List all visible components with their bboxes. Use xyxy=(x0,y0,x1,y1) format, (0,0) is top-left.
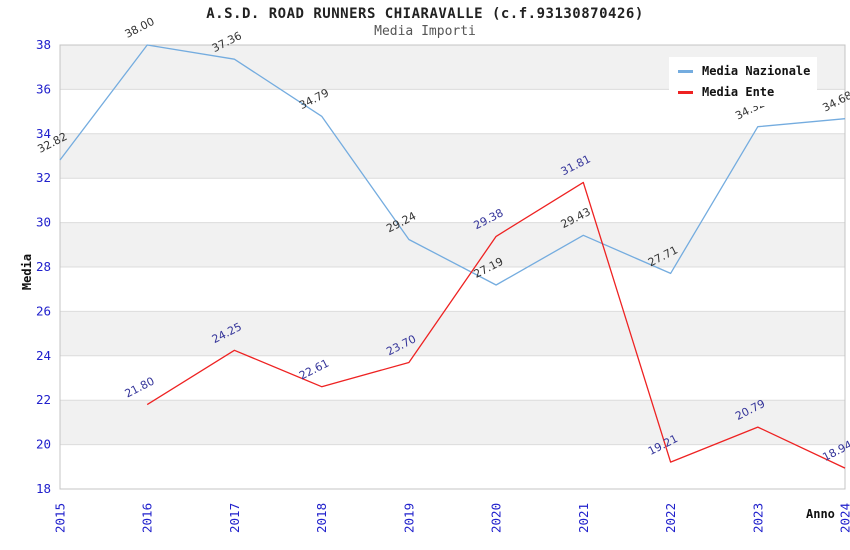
legend-label-media-nazionale: Media Nazionale xyxy=(702,64,811,78)
legend-item-media-nazionale: Media Nazionale xyxy=(678,64,811,78)
x-tick-label: 2019 xyxy=(401,503,416,533)
plot-band xyxy=(60,400,845,445)
plot-band xyxy=(60,222,845,267)
x-tick-label: 2018 xyxy=(314,503,329,533)
y-tick-label: 18 xyxy=(36,481,51,496)
y-tick-label: 36 xyxy=(36,81,51,96)
media-ente-line-swatch xyxy=(678,90,693,94)
plot-band xyxy=(60,133,845,179)
legend: Media Nazionale Media Ente xyxy=(669,57,817,106)
x-tick-label: 2016 xyxy=(140,503,155,533)
media-ente-line xyxy=(146,181,846,469)
y-tick-label: 20 xyxy=(36,437,51,452)
media-nazionale-line xyxy=(59,44,846,286)
x-axis-title: Anno xyxy=(806,507,835,521)
plot-border xyxy=(59,44,846,490)
chart-title: A.S.D. ROAD RUNNERS CHIARAVALLE (c.f.931… xyxy=(206,6,644,22)
x-tick-label: 2021 xyxy=(576,503,591,533)
x-tick-label: 2020 xyxy=(489,503,504,533)
plot-band xyxy=(60,355,845,401)
plot-band xyxy=(60,178,845,223)
y-tick-label: 30 xyxy=(36,215,51,230)
y-tick-label: 32 xyxy=(36,170,51,185)
legend-label-media-ente: Media Ente xyxy=(702,85,775,99)
y-axis-title: Media xyxy=(20,253,34,291)
x-tick-label: 2022 xyxy=(663,503,678,533)
x-tick-label: 2024 xyxy=(838,503,850,533)
x-tick-label: 2015 xyxy=(53,503,68,533)
y-tick-label: 22 xyxy=(36,392,51,407)
y-tick-label: 28 xyxy=(36,259,51,274)
plot-band xyxy=(60,267,845,312)
chart-subtitle: Media Importi xyxy=(374,24,476,39)
legend-item-media-ente: Media Ente xyxy=(678,85,809,99)
x-tick-label: 2017 xyxy=(227,503,242,533)
media-nazionale-line-swatch xyxy=(678,69,693,73)
y-tick-label: 38 xyxy=(36,37,51,52)
plot-band xyxy=(60,444,845,489)
x-tick-label: 2023 xyxy=(750,503,765,533)
plot-band xyxy=(60,311,845,356)
y-tick-label: 26 xyxy=(36,303,51,318)
y-tick-label: 34 xyxy=(36,126,51,141)
data-label: 38.00 xyxy=(123,15,157,41)
y-tick-label: 24 xyxy=(36,348,51,363)
